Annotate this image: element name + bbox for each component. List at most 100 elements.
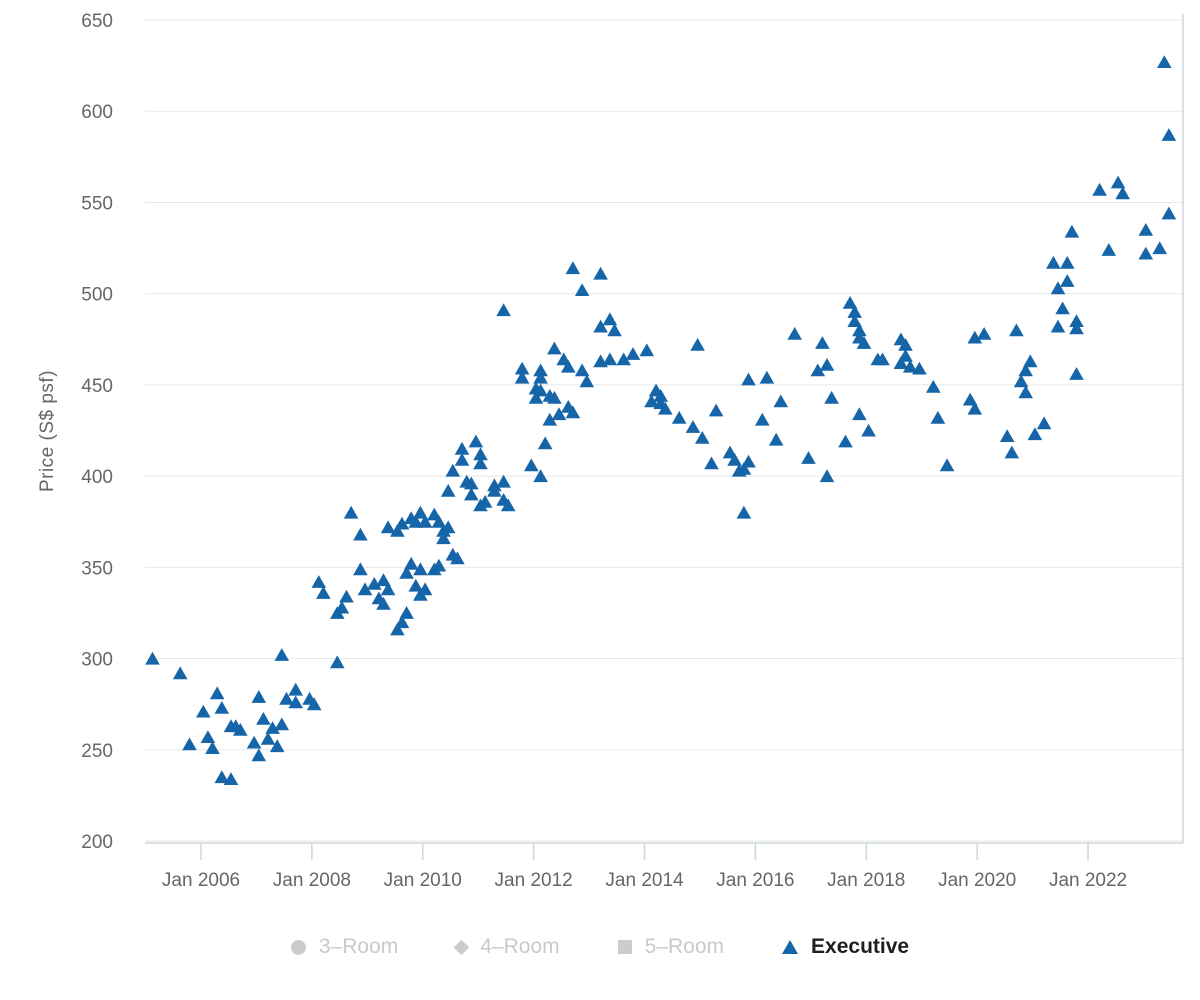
data-point[interactable] xyxy=(736,505,752,519)
data-point[interactable] xyxy=(380,520,396,534)
data-point[interactable] xyxy=(288,695,303,709)
data-point[interactable] xyxy=(815,336,830,349)
data-point[interactable] xyxy=(787,327,802,340)
data-point[interactable] xyxy=(1036,416,1052,430)
data-point[interactable] xyxy=(450,551,465,565)
data-point[interactable] xyxy=(454,452,470,466)
data-point[interactable] xyxy=(468,434,484,448)
data-point[interactable] xyxy=(708,403,724,417)
data-point[interactable] xyxy=(616,352,631,366)
data-point[interactable] xyxy=(1092,182,1107,196)
data-point[interactable] xyxy=(759,370,775,384)
data-point[interactable] xyxy=(912,361,927,375)
data-point[interactable] xyxy=(847,314,862,327)
data-point[interactable] xyxy=(196,704,211,718)
data-point[interactable] xyxy=(394,516,410,530)
data-point[interactable] xyxy=(413,562,428,576)
data-point[interactable] xyxy=(500,498,516,512)
data-point[interactable] xyxy=(311,575,327,588)
data-point[interactable] xyxy=(930,410,946,424)
legend-item-4-room[interactable]: 4–Room xyxy=(453,935,560,959)
data-point[interactable] xyxy=(574,283,590,296)
data-point[interactable] xyxy=(473,447,488,461)
data-point[interactable] xyxy=(574,363,590,377)
legend-item-executive[interactable]: Executive xyxy=(782,935,909,959)
data-point[interactable] xyxy=(436,531,451,545)
data-point[interactable] xyxy=(1152,241,1167,255)
data-point[interactable] xyxy=(413,505,428,519)
data-point[interactable] xyxy=(962,392,978,406)
data-point[interactable] xyxy=(214,701,230,714)
data-point[interactable] xyxy=(533,363,548,377)
data-point[interactable] xyxy=(1138,246,1154,260)
data-point[interactable] xyxy=(1009,323,1024,337)
data-point[interactable] xyxy=(306,697,322,711)
data-point[interactable] xyxy=(390,524,405,537)
data-point[interactable] xyxy=(561,359,576,373)
data-point[interactable] xyxy=(1060,255,1075,269)
data-point[interactable] xyxy=(690,338,705,351)
data-point[interactable] xyxy=(852,323,867,337)
legend-item-5-room[interactable]: 5–Room xyxy=(617,935,724,959)
data-point[interactable] xyxy=(214,770,230,784)
data-point[interactable] xyxy=(145,651,160,665)
data-point[interactable] xyxy=(565,261,581,275)
data-point[interactable] xyxy=(1013,374,1029,388)
data-point[interactable] xyxy=(339,589,354,603)
data-point[interactable] xyxy=(537,436,553,450)
data-point[interactable] xyxy=(685,420,701,433)
data-point[interactable] xyxy=(533,370,548,384)
data-point[interactable] xyxy=(755,412,770,426)
data-point[interactable] xyxy=(1110,175,1126,189)
data-point[interactable] xyxy=(1069,367,1084,380)
data-point[interactable] xyxy=(408,578,424,592)
data-point[interactable] xyxy=(847,305,862,318)
data-point[interactable] xyxy=(1004,445,1020,459)
data-point[interactable] xyxy=(579,374,595,388)
data-point[interactable] xyxy=(653,389,668,402)
data-point[interactable] xyxy=(200,730,216,743)
data-point[interactable] xyxy=(233,722,248,736)
data-point[interactable] xyxy=(246,735,262,749)
data-point[interactable] xyxy=(902,359,918,373)
data-point[interactable] xyxy=(967,330,983,344)
data-point[interactable] xyxy=(464,476,479,490)
data-point[interactable] xyxy=(477,494,493,508)
data-point[interactable] xyxy=(431,558,447,572)
data-point[interactable] xyxy=(288,682,303,696)
data-point[interactable] xyxy=(514,370,530,384)
data-point[interactable] xyxy=(1018,385,1033,399)
data-point[interactable] xyxy=(768,432,784,446)
data-point[interactable] xyxy=(893,356,909,369)
data-point[interactable] xyxy=(607,323,622,337)
data-point[interactable] xyxy=(1023,354,1038,368)
data-point[interactable] xyxy=(542,412,558,426)
data-point[interactable] xyxy=(741,372,756,386)
data-point[interactable] xyxy=(343,505,359,519)
data-point[interactable] xyxy=(1018,363,1033,377)
data-point[interactable] xyxy=(316,586,331,599)
data-point[interactable] xyxy=(861,423,876,437)
data-point[interactable] xyxy=(464,487,479,501)
data-point[interactable] xyxy=(172,666,188,680)
data-point[interactable] xyxy=(353,562,368,576)
data-point[interactable] xyxy=(417,582,433,596)
data-point[interactable] xyxy=(417,514,433,528)
data-point[interactable] xyxy=(403,556,419,570)
data-point[interactable] xyxy=(727,452,742,466)
data-point[interactable] xyxy=(593,319,608,333)
data-point[interactable] xyxy=(431,514,447,528)
data-point[interactable] xyxy=(496,303,511,317)
data-point[interactable] xyxy=(1027,427,1043,441)
data-point[interactable] xyxy=(842,296,858,309)
data-point[interactable] xyxy=(256,712,271,725)
data-point[interactable] xyxy=(353,527,368,541)
data-point[interactable] xyxy=(999,429,1015,442)
data-point[interactable] xyxy=(1050,281,1066,295)
data-point[interactable] xyxy=(939,458,955,472)
data-point[interactable] xyxy=(976,327,992,340)
data-point[interactable] xyxy=(440,483,456,497)
data-point[interactable] xyxy=(330,655,345,669)
data-point[interactable] xyxy=(380,582,396,596)
data-point[interactable] xyxy=(639,343,655,357)
